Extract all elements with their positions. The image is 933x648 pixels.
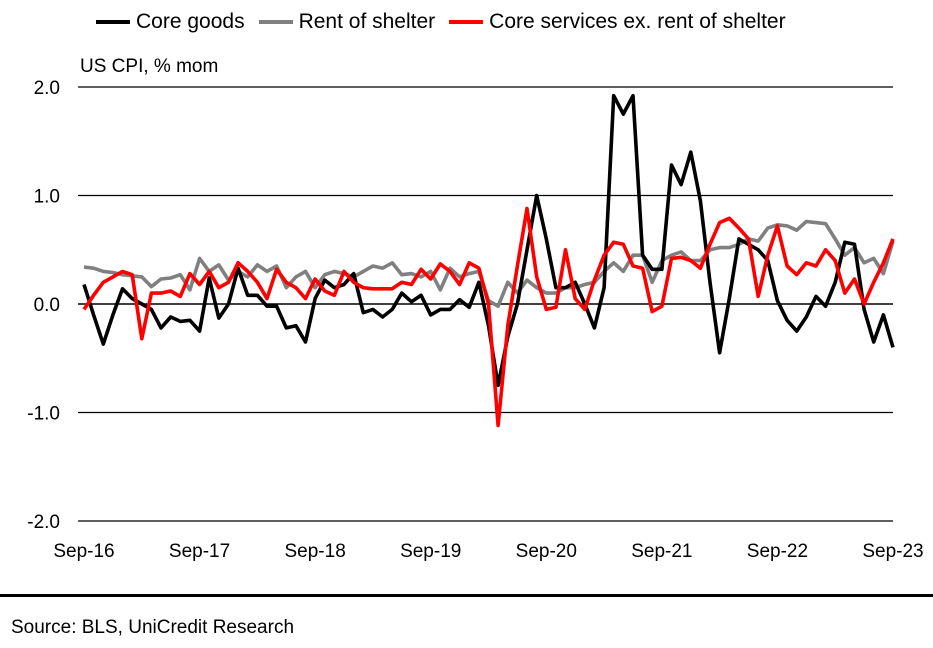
divider [0,594,933,597]
x-tick-label: Sep-19 [400,541,461,562]
y-axis-label: US CPI, % mom [80,56,219,77]
x-tick-labels: Sep-16 Sep-17 Sep-18 Sep-19 Sep-20 Sep-21 Sep-… [53,541,923,562]
legend-swatch [258,20,293,24]
chart: 2.01.00.0-1.0-2.0 Sep-16 Sep-17 Sep-18 Sep-… [27,78,923,562]
y-tick-label: 0.0 [34,295,60,316]
x-tick-label: Sep-20 [516,541,577,562]
legend-label: Core services ex. rent of shelter [489,10,786,33]
series-lines [82,93,895,428]
y-tick-label: -2.0 [27,512,60,533]
legend-swatch [449,20,484,24]
legend: Core goods Rent of shelter Core services… [96,10,786,34]
legend-item-core-services: Core services ex. rent of shelter [449,10,786,34]
x-tick-label: Sep-18 [285,541,346,562]
x-tick-label: Sep-22 [747,541,808,562]
legend-label: Rent of shelter [298,10,436,33]
source-note: Source: BLS, UniCredit Research [11,617,295,638]
legend-item-core-goods: Core goods [96,10,245,34]
legend-swatch [96,20,130,24]
y-tick-labels: 2.0 1.0 0.0 -1.0 -2.0 [27,78,60,533]
x-tick-label: Sep-16 [53,541,114,562]
x-tick-label: Sep-17 [169,541,230,562]
y-tick-label: 1.0 [34,187,60,208]
y-tick-label: 2.0 [34,78,60,99]
x-tick-label: Sep-23 [862,541,923,562]
legend-item-rent-of-shelter: Rent of shelter [258,10,436,34]
series-line-core-services-ex-rent-of-shelter [82,206,895,428]
x-tick-label: Sep-21 [631,541,692,562]
legend-label: Core goods [136,10,245,33]
y-tick-label: -1.0 [27,404,60,425]
